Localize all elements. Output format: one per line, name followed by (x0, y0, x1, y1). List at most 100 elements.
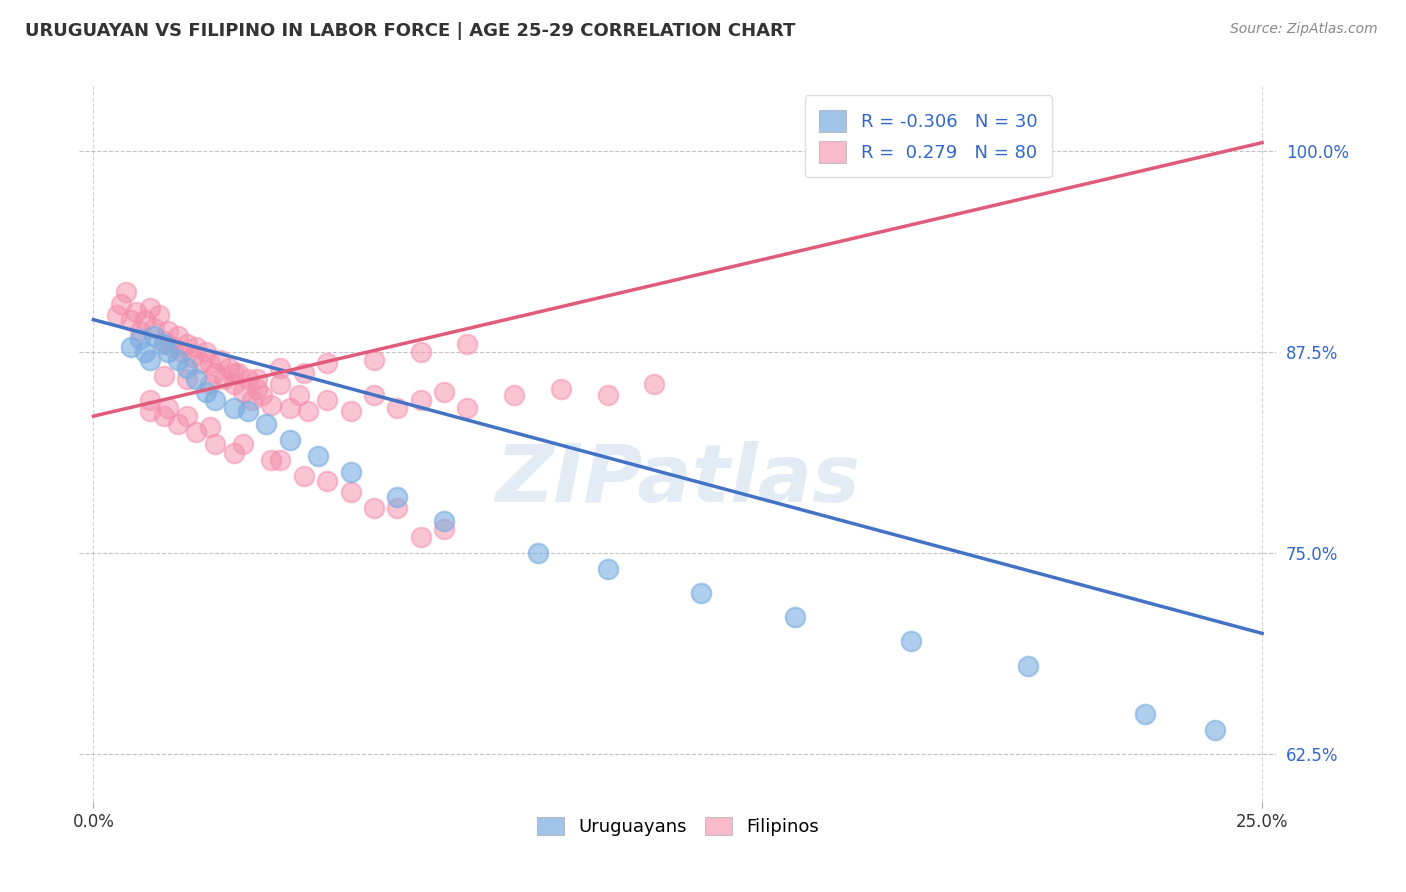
Point (186, 425, 208, 440)
Point (363, 500, 385, 515)
Point (190, 356, 212, 370)
Point (278, 401, 301, 416)
Point (228, 366, 250, 380)
Point (643, 376, 665, 391)
Point (232, 436, 254, 450)
Point (208, 352, 231, 367)
Point (148, 308, 170, 322)
Point (387, 401, 409, 416)
Point (1135, 706, 1157, 721)
Point (288, 388, 311, 402)
Point (176, 409, 198, 424)
Point (363, 388, 385, 402)
Legend: Uruguayans, Filipinos: Uruguayans, Filipinos (529, 810, 827, 843)
Point (166, 352, 188, 367)
Point (162, 340, 184, 354)
Point (152, 334, 174, 348)
Point (254, 417, 277, 432)
Point (180, 350, 202, 364)
Point (316, 474, 339, 488)
Point (110, 296, 132, 310)
Point (1204, 723, 1226, 737)
Point (138, 393, 160, 408)
Point (240, 393, 263, 408)
Point (433, 514, 456, 528)
Point (550, 382, 572, 396)
Point (222, 366, 245, 380)
Point (204, 436, 226, 450)
Point (433, 522, 456, 536)
Point (339, 404, 361, 418)
Point (307, 450, 329, 464)
Point (152, 368, 174, 383)
Point (120, 312, 142, 326)
Point (115, 285, 138, 300)
Point (260, 398, 283, 412)
Point (138, 404, 160, 418)
Point (176, 360, 198, 375)
Point (166, 328, 188, 343)
Point (218, 360, 240, 375)
Point (297, 404, 319, 418)
Point (316, 393, 339, 408)
Point (157, 401, 180, 416)
Point (269, 452, 291, 467)
Point (456, 401, 478, 416)
Point (363, 352, 385, 367)
Point (387, 500, 409, 515)
Point (105, 308, 128, 322)
Point (222, 401, 245, 416)
Point (236, 372, 259, 386)
Text: ZIPatlas: ZIPatlas (495, 442, 860, 519)
Point (134, 344, 156, 359)
Point (204, 393, 226, 408)
Point (143, 320, 166, 334)
Point (124, 304, 146, 318)
Text: URUGUAYAN VS FILIPINO IN LABOR FORCE | AGE 25-29 CORRELATION CHART: URUGUAYAN VS FILIPINO IN LABOR FORCE | A… (25, 22, 796, 40)
Point (503, 388, 526, 402)
Point (526, 546, 548, 560)
Point (200, 376, 222, 391)
Point (172, 344, 194, 359)
Point (596, 388, 619, 402)
Text: Source: ZipAtlas.com: Source: ZipAtlas.com (1230, 22, 1378, 37)
Point (292, 366, 315, 380)
Point (409, 530, 432, 544)
Point (200, 420, 222, 434)
Point (433, 384, 456, 399)
Point (236, 404, 259, 418)
Point (176, 336, 198, 351)
Point (409, 344, 432, 359)
Point (783, 610, 806, 624)
Point (250, 388, 273, 402)
Point (339, 484, 361, 499)
Point (152, 409, 174, 424)
Point (339, 466, 361, 480)
Point (138, 301, 160, 316)
Point (129, 324, 152, 338)
Point (194, 384, 217, 399)
Point (176, 372, 198, 386)
Point (186, 340, 208, 354)
Point (138, 352, 160, 367)
Point (157, 324, 180, 338)
Point (200, 356, 222, 370)
Point (143, 328, 166, 343)
Point (204, 366, 226, 380)
Point (292, 468, 315, 483)
Point (269, 360, 291, 375)
Point (260, 452, 283, 467)
Point (157, 344, 180, 359)
Point (222, 446, 245, 460)
Point (596, 562, 619, 576)
Point (129, 332, 152, 346)
Point (269, 376, 291, 391)
Point (387, 490, 409, 504)
Point (194, 344, 217, 359)
Point (232, 384, 254, 399)
Point (214, 372, 236, 386)
Point (166, 417, 188, 432)
Point (222, 376, 245, 391)
Point (316, 356, 339, 370)
Point (246, 382, 269, 396)
